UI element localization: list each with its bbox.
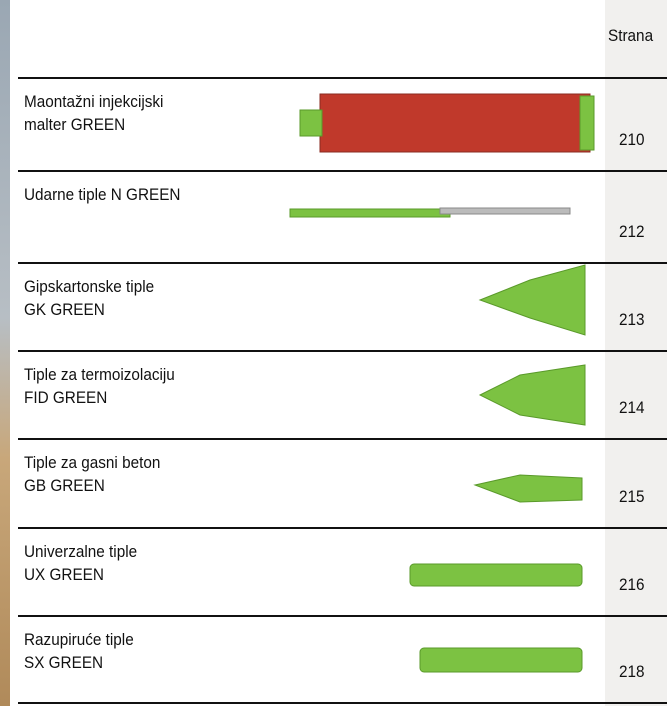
row-name: GK GREEN <box>24 298 105 321</box>
row-name: Tiple za termoizolaciju <box>24 363 175 386</box>
row-rule <box>18 438 667 440</box>
row-rule <box>18 702 667 704</box>
row-name: Tiple za gasni beton <box>24 451 160 474</box>
row-rule <box>18 77 667 79</box>
row-name: Univerzalne tiple <box>24 540 137 563</box>
row-page: 216 <box>619 573 645 596</box>
page: Strana Maontažni injekcijskimalter GREEN… <box>0 0 667 706</box>
row-page: 210 <box>619 128 645 151</box>
row-name: Gipskartonske tiple <box>24 275 154 298</box>
row-name: malter GREEN <box>24 113 125 136</box>
row-name: Razupiruće tiple <box>24 628 134 651</box>
row-page: 213 <box>619 308 645 331</box>
row-page: 214 <box>619 396 645 419</box>
row-name: Udarne tiple N GREEN <box>24 183 180 206</box>
row-rule <box>18 170 667 172</box>
row-name: Maontažni injekcijski <box>24 90 163 113</box>
row-name: FID GREEN <box>24 386 107 409</box>
row-rule <box>18 527 667 529</box>
row-name: SX GREEN <box>24 651 103 674</box>
row-rule <box>18 350 667 352</box>
row-page: 212 <box>619 220 645 243</box>
row-page: 218 <box>619 660 645 683</box>
row-rule <box>18 615 667 617</box>
row-name: UX GREEN <box>24 563 104 586</box>
row-rule <box>18 262 667 264</box>
row-name: GB GREEN <box>24 474 105 497</box>
row-page: 215 <box>619 485 645 508</box>
